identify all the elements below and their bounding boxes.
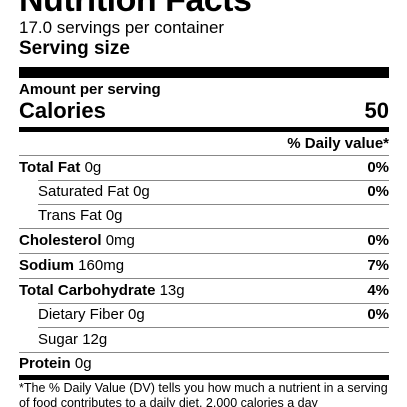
daily-value-header: % Daily value* <box>287 135 389 152</box>
nutrient-name: Sugar <box>38 331 79 348</box>
calories-value: 50 <box>364 98 389 123</box>
nutrient-row-trans-fat: Trans Fat 0g <box>19 204 389 228</box>
nutrient-amount: 13g <box>159 282 185 299</box>
nutrient-daily-value: 0% <box>367 306 389 323</box>
nutrient-amount: 0g <box>105 207 123 224</box>
nutrient-amount: 12g <box>82 331 108 348</box>
thick-divider <box>19 67 389 78</box>
nutrient-daily-value: 7% <box>367 257 389 274</box>
row-divider <box>38 303 389 304</box>
nutrient-row-protein: Protein 0g <box>19 352 389 376</box>
nutrient-name: Saturated Fat <box>38 183 129 200</box>
nutrient-daily-value: 0% <box>367 232 389 249</box>
nutrient-amount: 0mg <box>105 232 135 249</box>
nutrient-name: Protein <box>19 355 71 372</box>
nutrient-name: Total Fat <box>19 159 81 176</box>
nutrition-facts-label: Nutrition Facts 17.0 servings per contai… <box>19 0 389 407</box>
row-divider <box>38 327 389 328</box>
nutrient-name: Sodium <box>19 257 74 274</box>
nutrient-amount: 0g <box>74 355 92 372</box>
row-divider <box>38 180 389 181</box>
label-title: Nutrition Facts <box>19 0 252 19</box>
nutrient-name: Cholesterol <box>19 232 102 249</box>
nutrient-name: Total Carbohydrate <box>19 282 156 299</box>
nutrient-row-total-fat: Total Fat 0g 0% <box>19 156 389 180</box>
nutrient-row-sugar: Sugar 12g <box>19 328 389 352</box>
medium-divider <box>19 127 389 132</box>
row-divider <box>19 155 389 156</box>
nutrient-row-sodium: Sodium 160mg 7% <box>19 254 389 278</box>
row-divider <box>19 253 389 254</box>
servings-per-container: 17.0 servings per container <box>19 18 225 37</box>
nutrient-daily-value: 4% <box>367 282 389 299</box>
nutrient-row-saturated-fat: Saturated Fat 0g 0% <box>19 180 389 204</box>
nutrient-name: Dietary Fiber <box>38 306 124 323</box>
row-divider <box>38 204 389 205</box>
nutrient-name: Trans Fat <box>38 207 102 224</box>
row-divider <box>19 352 389 353</box>
nutrient-row-cholesterol: Cholesterol 0mg 0% <box>19 229 389 253</box>
row-divider <box>19 228 389 229</box>
bottom-divider <box>19 375 389 380</box>
amount-per-serving: Amount per serving <box>19 81 161 98</box>
row-divider <box>19 278 389 279</box>
nutrient-row-total-carbohydrate: Total Carbohydrate 13g 4% <box>19 279 389 303</box>
daily-value-footnote: *The % Daily Value (DV) tells you how mu… <box>19 381 388 407</box>
nutrient-daily-value: 0% <box>367 159 389 176</box>
nutrient-amount: 0g <box>84 159 102 176</box>
nutrient-daily-value: 0% <box>367 183 389 200</box>
nutrient-amount: 0g <box>128 306 145 323</box>
nutrient-amount: 160mg <box>78 257 125 274</box>
serving-size-label: Serving size <box>19 38 130 59</box>
nutrient-amount: 0g <box>133 183 150 200</box>
calories-label: Calories <box>19 98 106 123</box>
nutrient-row-dietary-fiber: Dietary Fiber 0g 0% <box>19 303 389 327</box>
